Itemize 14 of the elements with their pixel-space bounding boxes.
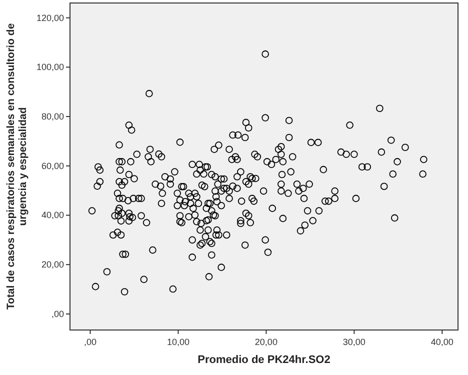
- x-axis-title: Promedio de PK24hr.SO2: [198, 354, 330, 366]
- x-tick-label: 10,00: [166, 337, 190, 347]
- x-tick-label: 20,00: [254, 337, 278, 347]
- y-tick-label: 80,00: [41, 112, 64, 122]
- y-tick-label: ,00: [51, 308, 64, 319]
- x-tick-label: 40,00: [430, 337, 454, 347]
- y-tick-label: 20,00: [41, 260, 64, 270]
- x-tick-label: ,00: [84, 337, 96, 347]
- y-tick-label: 120,00: [36, 12, 64, 23]
- y-axis-title: Total de casos respiratorios semanales en consultorio de urgencia y especialidad: [5, 23, 29, 310]
- y-tick-label: 100,00: [36, 62, 64, 72]
- y-tick-label: 40,00: [41, 210, 64, 220]
- x-tick-label: 30,00: [342, 337, 366, 347]
- y-tick-label: 60,00: [41, 160, 64, 171]
